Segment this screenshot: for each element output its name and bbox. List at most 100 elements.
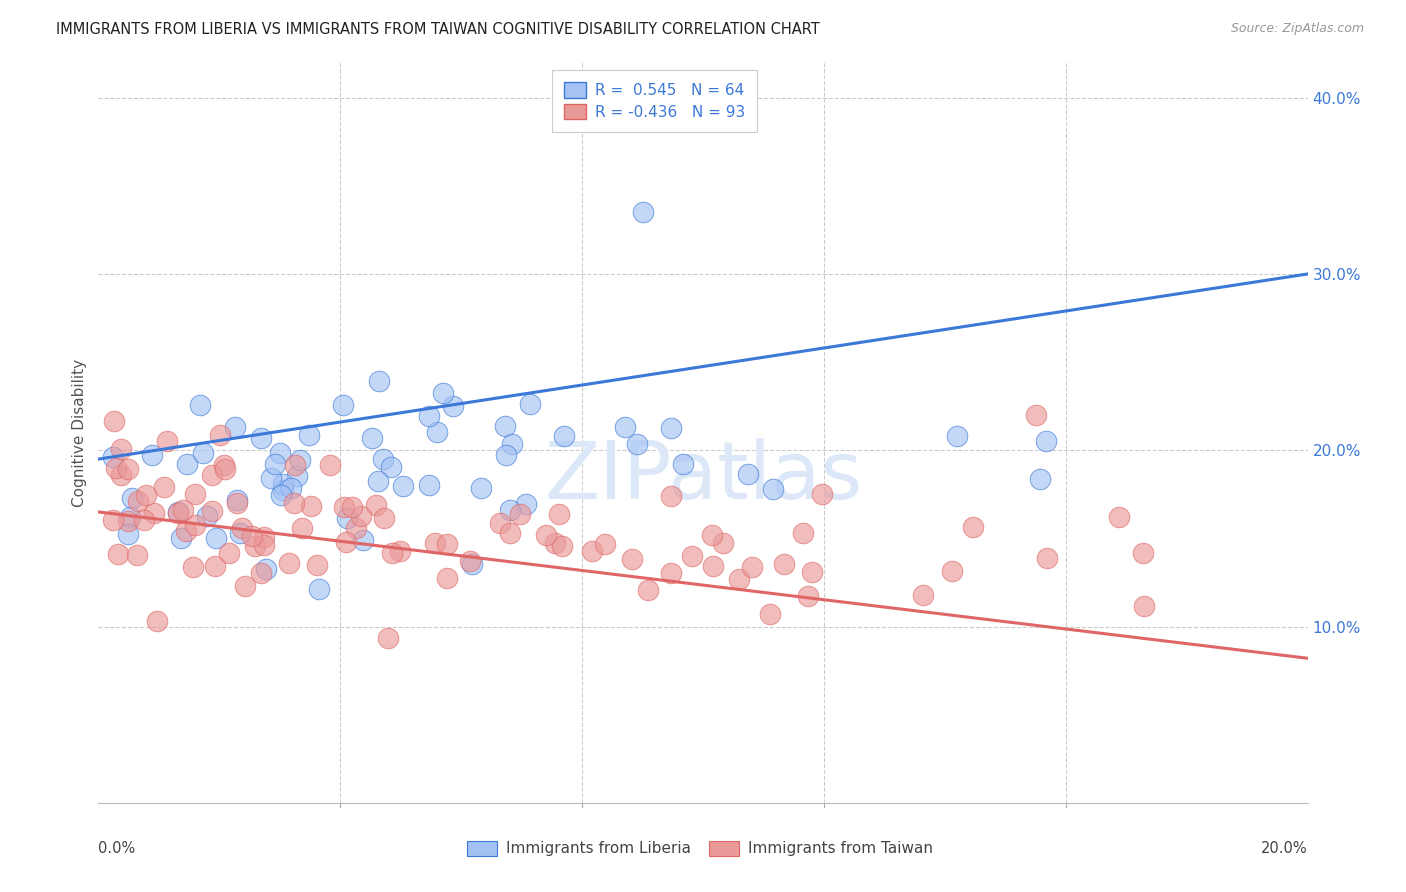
Point: [1108, 509, 1130, 524]
Point: [169, 531, 191, 545]
Point: [551, 539, 574, 553]
Point: [181, 560, 204, 574]
Point: [426, 425, 449, 439]
Point: [727, 572, 749, 586]
Point: [792, 526, 814, 541]
Point: [205, 531, 228, 545]
Point: [135, 488, 157, 502]
Text: Immigrants from Taiwan: Immigrants from Taiwan: [748, 841, 932, 856]
Text: Immigrants from Liberia: Immigrants from Liberia: [506, 841, 690, 856]
Point: [188, 398, 211, 412]
Point: [436, 571, 458, 585]
Point: [214, 462, 236, 476]
Point: [1035, 434, 1057, 449]
Point: [340, 500, 363, 514]
Point: [110, 467, 132, 482]
Bar: [709, 841, 740, 856]
Point: [195, 508, 218, 523]
Point: [515, 497, 537, 511]
Text: Source: ZipAtlas.com: Source: ZipAtlas.com: [1230, 22, 1364, 36]
Point: [263, 457, 285, 471]
Point: [299, 499, 322, 513]
Point: [117, 462, 139, 476]
Point: [152, 480, 174, 494]
Point: [201, 467, 224, 482]
Point: [361, 431, 384, 445]
Point: [498, 503, 520, 517]
Point: [231, 520, 253, 534]
Point: [621, 552, 644, 566]
Point: [156, 434, 179, 448]
Point: [120, 509, 142, 524]
Point: [110, 442, 132, 456]
Point: [280, 481, 302, 495]
Point: [132, 513, 155, 527]
Point: [146, 614, 169, 628]
Point: [659, 489, 682, 503]
Point: [377, 632, 399, 646]
Point: [141, 448, 163, 462]
Point: [626, 437, 648, 451]
Text: IMMIGRANTS FROM LIBERIA VS IMMIGRANTS FROM TAIWAN COGNITIVE DISABILITY CORRELATI: IMMIGRANTS FROM LIBERIA VS IMMIGRANTS FR…: [56, 22, 820, 37]
Point: [103, 450, 125, 464]
Point: [367, 374, 389, 388]
Point: [495, 448, 517, 462]
Point: [945, 429, 967, 443]
Point: [107, 547, 129, 561]
Point: [253, 538, 276, 552]
Point: [519, 397, 541, 411]
Point: [962, 520, 984, 534]
Text: 0.0%: 0.0%: [98, 841, 135, 856]
Point: [350, 509, 373, 524]
Point: [418, 477, 440, 491]
Point: [229, 525, 252, 540]
Y-axis label: Cognitive Disability: Cognitive Disability: [72, 359, 87, 507]
Point: [242, 529, 264, 543]
Point: [204, 558, 226, 573]
Point: [278, 556, 301, 570]
Point: [711, 536, 734, 550]
Point: [253, 530, 276, 544]
Point: [441, 399, 464, 413]
Point: [176, 457, 198, 471]
Point: [1028, 472, 1050, 486]
Point: [200, 504, 222, 518]
Point: [631, 205, 654, 219]
Point: [283, 496, 305, 510]
Point: [659, 566, 682, 581]
Point: [225, 496, 247, 510]
Point: [702, 559, 724, 574]
Point: [941, 564, 963, 578]
Point: [166, 505, 188, 519]
Point: [121, 491, 143, 506]
Point: [366, 498, 388, 512]
Point: [672, 458, 695, 472]
Point: [117, 527, 139, 541]
Point: [1036, 551, 1059, 566]
Point: [547, 508, 569, 522]
Point: [284, 458, 307, 472]
Point: [371, 452, 394, 467]
Point: [335, 534, 357, 549]
Legend: R =  0.545   N = 64, R = -0.436   N = 93: R = 0.545 N = 64, R = -0.436 N = 93: [553, 70, 758, 132]
Point: [254, 562, 277, 576]
Point: [125, 548, 148, 562]
Point: [773, 558, 796, 572]
Point: [298, 428, 321, 442]
Point: [1024, 408, 1046, 422]
Point: [912, 589, 935, 603]
Point: [373, 510, 395, 524]
Point: [593, 536, 616, 550]
Point: [458, 554, 481, 568]
Point: [101, 513, 124, 527]
Point: [105, 460, 128, 475]
Point: [285, 468, 308, 483]
Point: [389, 544, 412, 558]
Point: [423, 535, 446, 549]
Point: [1132, 599, 1154, 613]
Point: [367, 474, 389, 488]
Point: [436, 537, 458, 551]
Point: [637, 582, 659, 597]
Point: [233, 579, 256, 593]
Point: [800, 565, 823, 579]
